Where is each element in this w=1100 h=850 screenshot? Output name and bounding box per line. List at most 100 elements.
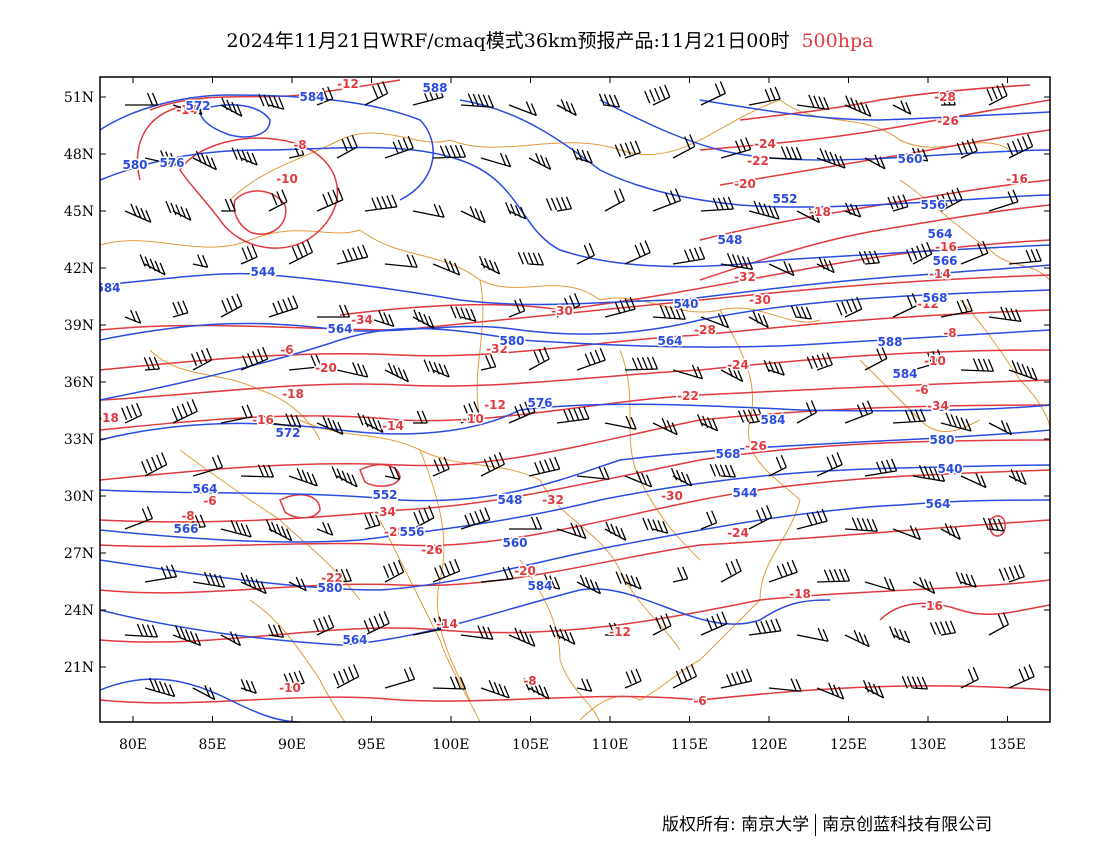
height-label: 548 [497, 493, 522, 507]
wind-barb [844, 400, 874, 424]
wind-barb [748, 86, 781, 106]
wind-barb [763, 359, 785, 376]
height-label: 540 [937, 462, 962, 476]
lon-tick-label: 135E [989, 737, 1026, 753]
height-label: 584 [760, 413, 785, 427]
temperature-label: -8 [523, 674, 536, 688]
wind-barb [331, 466, 358, 488]
wind-barb [363, 611, 390, 636]
wind-barb [549, 624, 576, 645]
wind-barb [748, 311, 769, 328]
height-label: 564 [925, 497, 950, 511]
height-label: 584 [892, 367, 917, 381]
height-label: 556 [399, 525, 424, 539]
lat-tick-label: 42N [64, 261, 94, 277]
wind-barb [604, 188, 626, 212]
temperature-label: -16 [921, 599, 943, 613]
wind-barb [858, 250, 880, 265]
wind-barb [576, 574, 602, 595]
wind-barb [700, 196, 734, 212]
wind-barb [720, 558, 742, 583]
wind-barb [960, 240, 989, 265]
temperature-label: -24 [727, 358, 749, 372]
wind-barb [816, 452, 843, 477]
wind-barb [231, 147, 258, 166]
wind-barb [844, 95, 872, 117]
height-label: 588 [422, 81, 447, 95]
wind-barb [988, 306, 1022, 323]
temperature-label: -8 [293, 138, 306, 152]
wind-barb [912, 147, 929, 162]
temperature-label: -14 [436, 617, 458, 631]
wind-barb [172, 98, 203, 115]
wind-barb [605, 622, 620, 636]
wind-barb [1006, 134, 1034, 159]
wind-barb [165, 200, 192, 221]
wind-barb [864, 346, 888, 371]
wind-barb [768, 146, 803, 160]
lat-tick-label: 21N [64, 660, 94, 676]
wind-barb [672, 566, 689, 583]
wind-barb [432, 676, 467, 690]
wind-barb [412, 505, 435, 530]
wind-barb [700, 81, 726, 106]
wind-barb [940, 412, 972, 432]
wind-barb [912, 349, 944, 371]
wind-barb [124, 623, 158, 638]
wind-barb [460, 401, 480, 424]
wind-barb [940, 523, 961, 540]
height-label: 580 [499, 334, 524, 348]
height-label: 540 [673, 297, 698, 311]
wind-barb [672, 246, 706, 265]
wind-barb [901, 675, 928, 690]
wind-barb [139, 254, 166, 276]
wind-barb [258, 93, 285, 110]
wind-barb [412, 309, 435, 329]
temperature-label: -10 [462, 412, 484, 426]
wind-barb [652, 417, 678, 436]
wind-barb [998, 564, 1025, 583]
wind-barb [432, 456, 450, 477]
temperature-label: -26 [937, 114, 959, 128]
temperature-contours [100, 79, 1050, 704]
height-label: 564 [927, 227, 952, 241]
wind-barb [672, 364, 704, 380]
lat-tick-label: 45N [64, 204, 94, 220]
temperature-label: -34 [374, 505, 396, 519]
wind-barb [796, 400, 818, 424]
temperature-label: -8 [181, 509, 194, 523]
wind-barb [624, 470, 653, 488]
wind-barb [889, 626, 911, 644]
wind-barb [460, 93, 494, 108]
wind-barb [988, 420, 1013, 436]
wind-barb [700, 510, 718, 530]
height-label: 580 [929, 433, 954, 447]
lon-tick-label: 100E [433, 737, 470, 753]
wind-barb [460, 205, 486, 224]
wind-barb [1008, 360, 1038, 381]
wind-barb [528, 346, 550, 371]
wind-barb [317, 304, 351, 318]
wind-barb [528, 574, 561, 590]
temperature-label: -12 [917, 297, 939, 311]
temperature-label: -34 [351, 313, 373, 327]
wind-barb [748, 618, 782, 636]
temperature-label: -28 [934, 90, 956, 104]
wind-barb [604, 296, 636, 318]
wind-barb [672, 134, 696, 159]
footer-separator [815, 814, 817, 836]
wind-barb [844, 629, 870, 648]
lon-tick-label: 125E [830, 737, 867, 753]
height-label: 568 [922, 291, 947, 305]
temperature-label: -34 [927, 399, 949, 413]
wind-barb [576, 466, 610, 480]
wind-barb [796, 94, 830, 111]
wind-barb [384, 362, 409, 383]
wind-barb [624, 240, 651, 265]
wind-barb [517, 251, 544, 266]
height-label: 552 [372, 488, 397, 502]
wind-barb [192, 150, 217, 171]
wind-barb [221, 198, 236, 212]
wind-barb [576, 243, 595, 265]
lon-tick-label: 120E [751, 737, 788, 753]
